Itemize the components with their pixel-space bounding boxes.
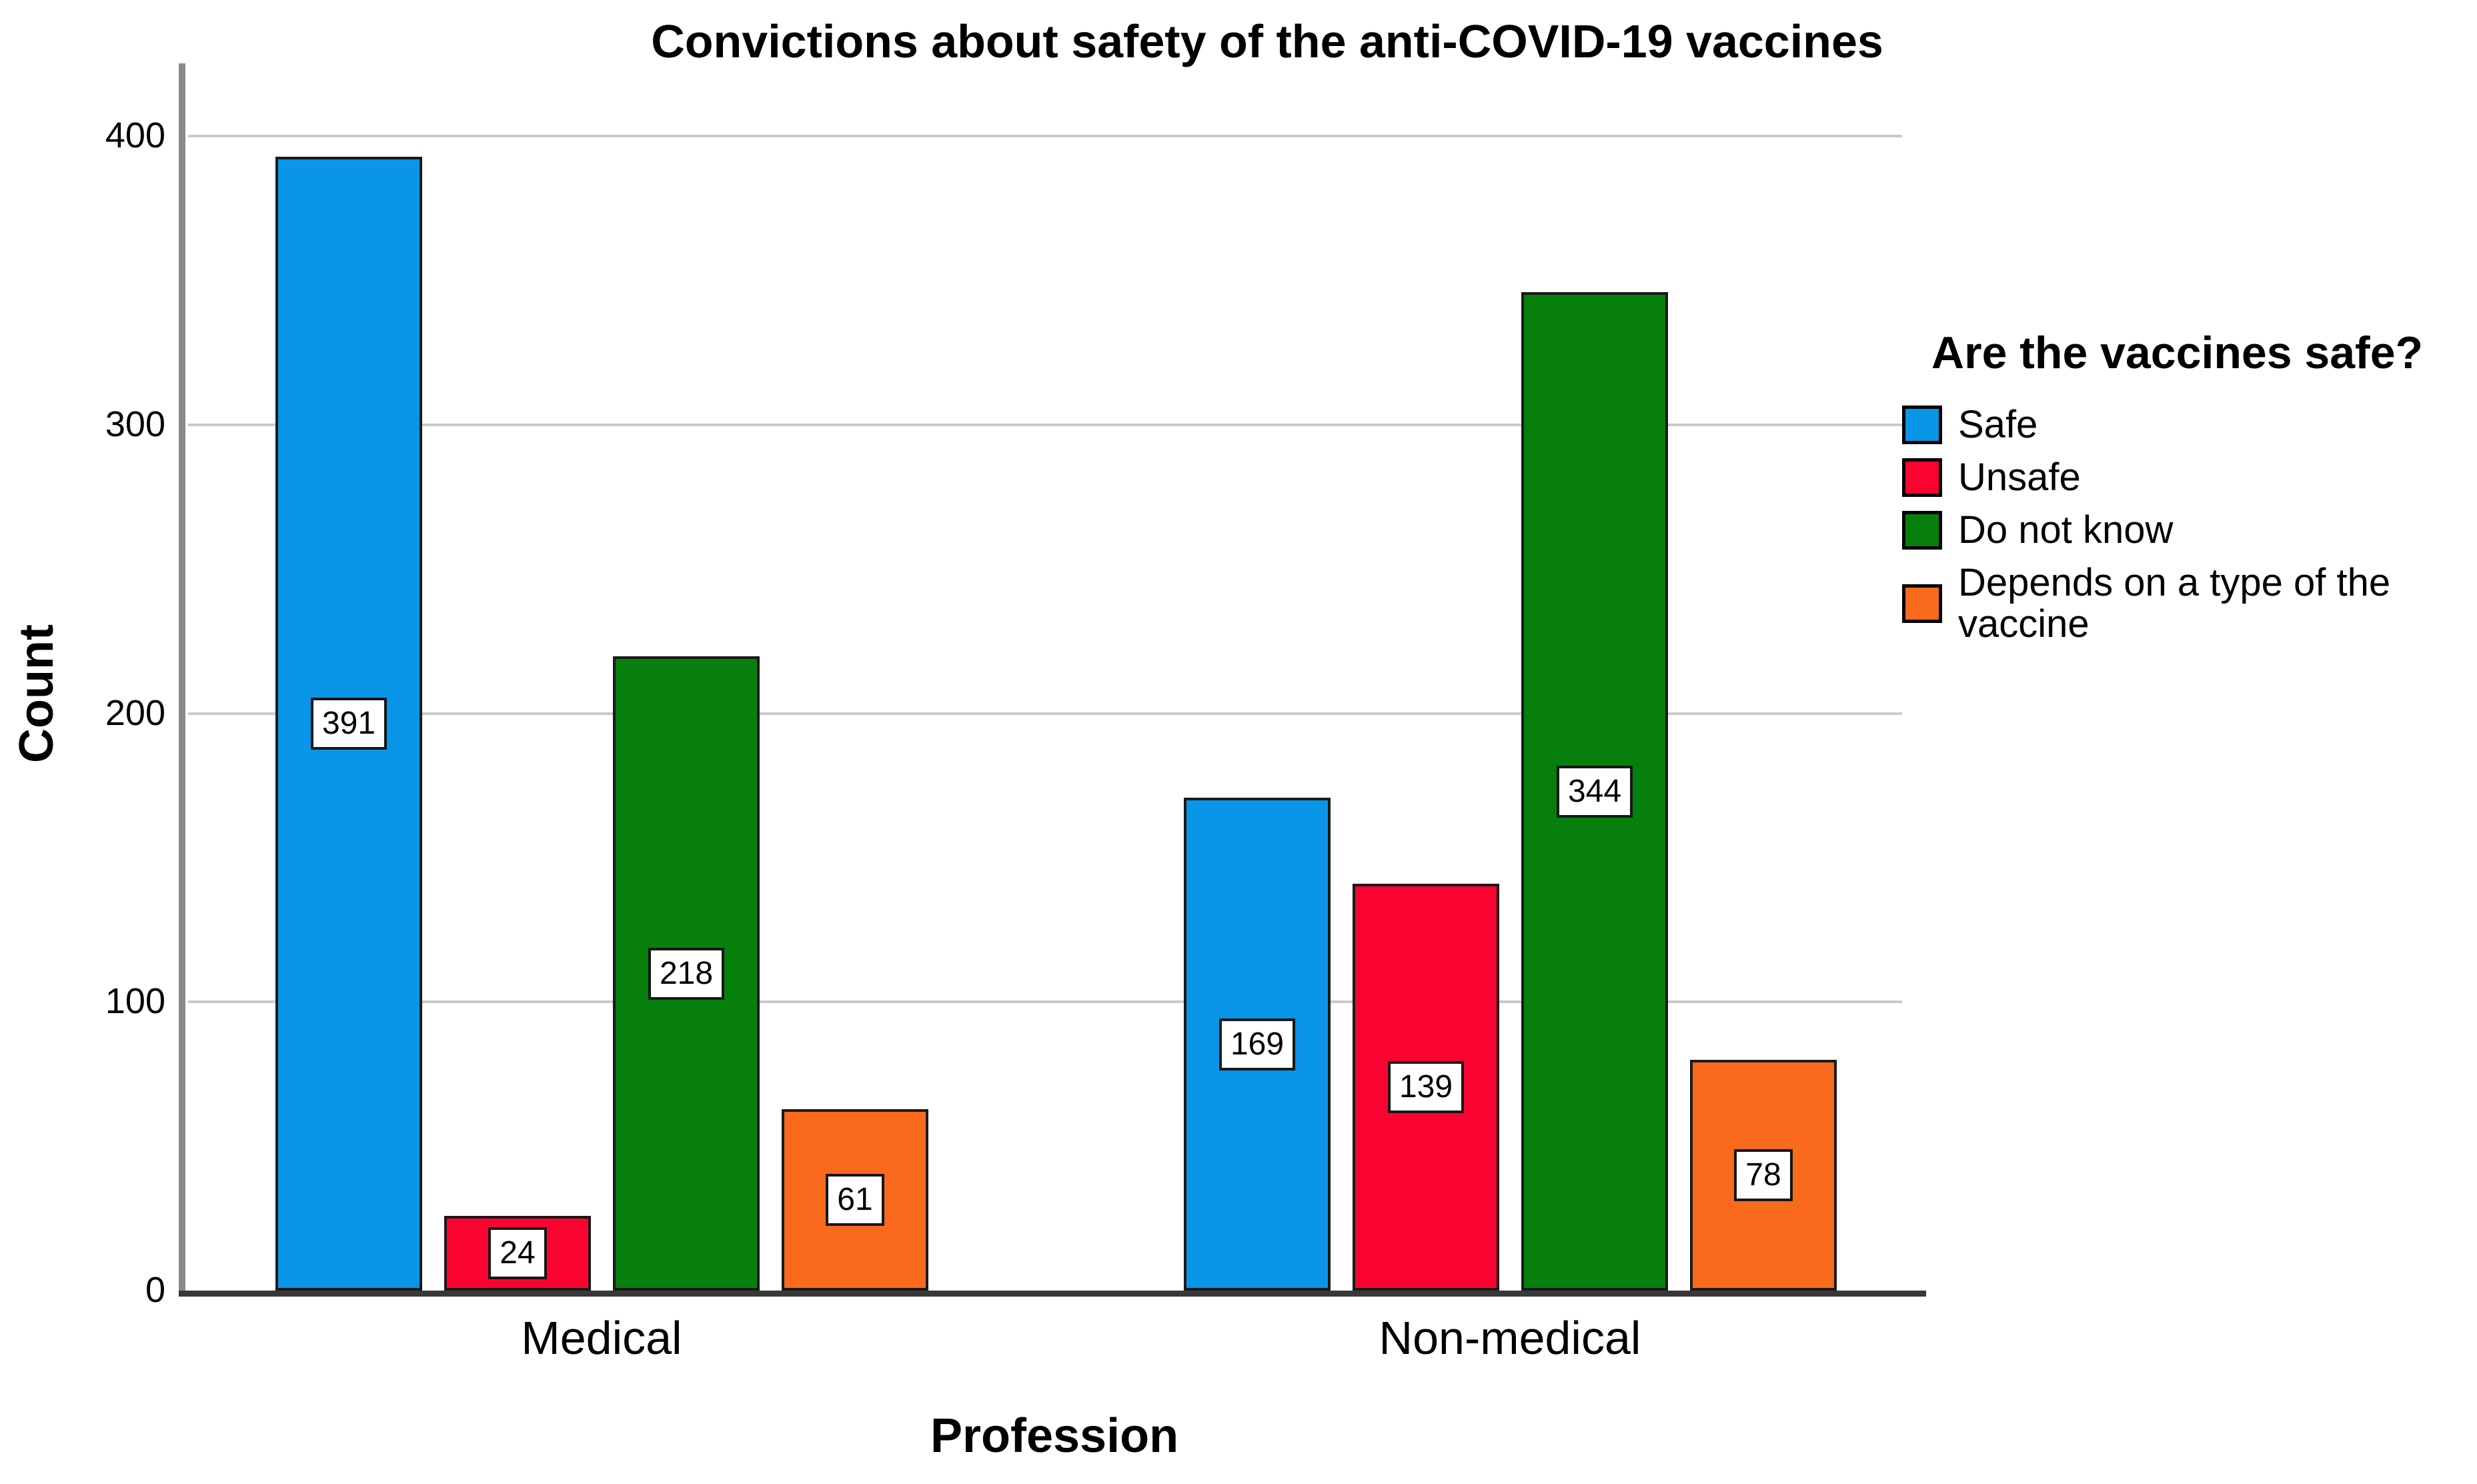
category-label-non-medical: Non-medical — [1379, 1312, 1641, 1364]
gridline-100 — [188, 1000, 1902, 1004]
chart-title: Convictions about safety of the anti-COV… — [651, 15, 1883, 67]
bar-medical-do-not-know: 218 — [613, 656, 760, 1291]
gridline-400 — [188, 135, 1902, 137]
y-tick-label-400: 400 — [105, 115, 165, 155]
bar-medical-safe: 391 — [275, 157, 422, 1291]
bar-non-medical-safe: 169 — [1184, 798, 1331, 1291]
gridline-200 — [188, 712, 1902, 715]
legend-swatch-unsafe — [1902, 458, 1942, 497]
legend-swatch-depends-on-a-type-of-the-vaccine — [1902, 584, 1942, 623]
y-tick-label-0: 0 — [145, 1270, 165, 1310]
legend-item-do-not-know: Do not know — [1902, 510, 2476, 551]
legend: Are the vaccines safe? Safe Unsafe Do not … — [1902, 327, 2476, 656]
bar-value-label: 24 — [488, 1227, 547, 1279]
bar-medical-unsafe: 24 — [444, 1216, 591, 1291]
legend-title: Are the vaccines safe? — [1931, 327, 2424, 378]
legend-items: Safe Unsafe Do not know Depends on a type o… — [1902, 404, 2476, 645]
legend-item-safe: Safe — [1902, 404, 2476, 446]
y-tick-label-100: 100 — [105, 981, 165, 1022]
bar-value-label: 139 — [1387, 1061, 1465, 1113]
bar-non-medical-unsafe: 139 — [1353, 884, 1499, 1291]
bar-value-label: 78 — [1734, 1149, 1793, 1201]
legend-item-label: Depends on a type of the vaccine — [1958, 561, 2391, 646]
plot-area: 391 24 218 61 169 139 344 78 — [185, 63, 1913, 1291]
legend-swatch-do-not-know — [1902, 511, 1942, 550]
x-axis-line — [179, 1291, 1926, 1297]
category-label-medical: Medical — [521, 1312, 682, 1364]
gridline-300 — [188, 423, 1902, 426]
bar-value-label: 169 — [1218, 1018, 1296, 1070]
legend-item-label: Safe — [1958, 403, 2038, 446]
bar-value-label: 344 — [1556, 765, 1633, 818]
bar-value-label: 391 — [310, 698, 387, 750]
bar-value-label: 61 — [826, 1174, 884, 1226]
legend-item-depends-on-a-type-of-the-vaccine: Depends on a type of the vaccine — [1902, 562, 2476, 645]
y-axis-line — [179, 63, 185, 1297]
y-tick-label-200: 200 — [105, 692, 165, 733]
legend-item-unsafe: Unsafe — [1902, 457, 2476, 498]
bar-non-medical-depends-on-a-type-of-the-vaccine: 78 — [1690, 1060, 1837, 1291]
bar-value-label: 218 — [648, 947, 725, 1000]
bar-medical-depends-on-a-type-of-the-vaccine: 61 — [782, 1109, 928, 1291]
y-tick-label-300: 300 — [105, 404, 165, 444]
bar-non-medical-do-not-know: 344 — [1521, 292, 1668, 1291]
legend-item-label: Unsafe — [1958, 456, 2081, 499]
legend-swatch-safe — [1902, 406, 1942, 444]
x-axis-label: Profession — [930, 1409, 1179, 1463]
legend-item-label: Do not know — [1958, 508, 2174, 552]
